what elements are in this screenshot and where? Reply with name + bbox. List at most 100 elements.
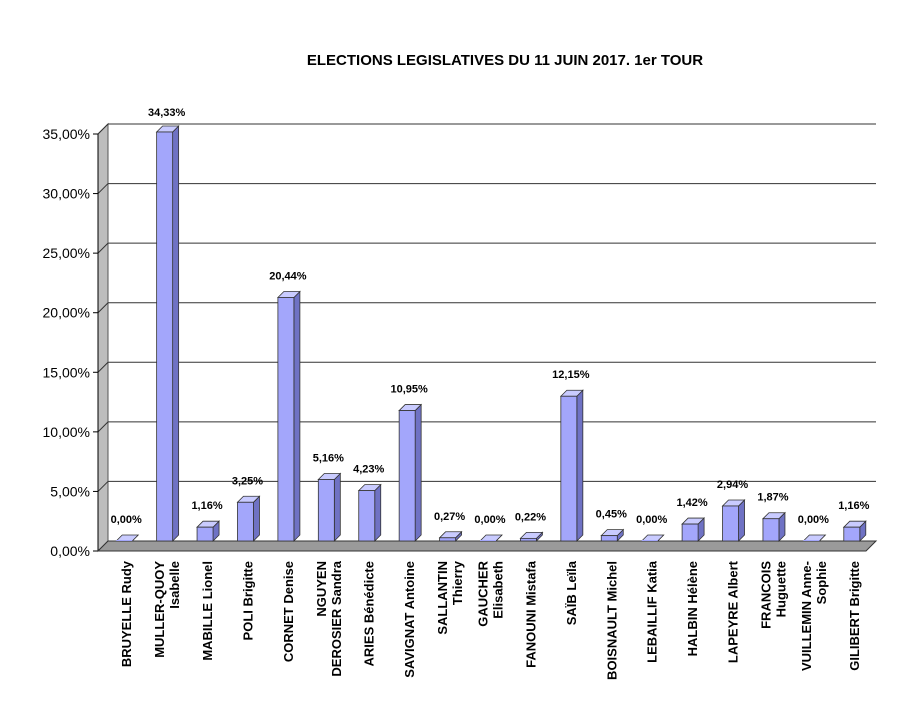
bar-side xyxy=(293,290,301,542)
x-tick-label-line: Elisabeth xyxy=(491,561,506,619)
x-tick-label-line: Thierry xyxy=(450,560,465,605)
data-label: 34,33% xyxy=(148,107,186,119)
y-tick-label: 35,00% xyxy=(43,126,90,142)
data-label: 4,23% xyxy=(353,464,384,476)
x-tick-label-line: FANOUNI Mistafa xyxy=(523,560,538,668)
bar xyxy=(398,410,416,542)
x-tick-label: LEBAILLIF Katia xyxy=(645,560,660,663)
bar xyxy=(520,537,537,542)
data-label: 20,44% xyxy=(269,270,307,282)
plot-back-wall xyxy=(108,124,876,541)
data-label: 0,45% xyxy=(596,509,627,521)
plot-floor xyxy=(96,540,878,552)
x-tick-label-line: Huguette xyxy=(773,561,788,617)
bar xyxy=(480,540,496,541)
x-tick-label-line: SAÏB Leïla xyxy=(564,560,579,625)
gridline-depth xyxy=(97,361,109,373)
x-tick-label-line: GAUCHER xyxy=(476,560,491,626)
bar xyxy=(722,505,739,542)
data-label: 1,42% xyxy=(677,497,708,509)
x-tick-label-line: BRUYELLE Rudy xyxy=(119,560,134,667)
y-tick-label: 25,00% xyxy=(43,245,90,261)
gridline-depth xyxy=(97,183,109,194)
bar xyxy=(600,535,618,542)
bar xyxy=(439,537,456,542)
bar-side xyxy=(172,125,180,542)
x-tick-label: LAPEYRE Albert xyxy=(726,560,741,663)
x-tick-label-line: LAPEYRE Albert xyxy=(726,560,741,663)
bar-side xyxy=(414,403,422,542)
x-tick-label-line: SALLANTIN xyxy=(435,561,450,635)
data-label: 0,27% xyxy=(434,511,465,523)
x-tick-label: VUILLEMIN Anne- Sophie xyxy=(799,561,829,671)
gridline-depth xyxy=(97,481,109,492)
x-tick-label-line: HALBIN Hélène xyxy=(685,561,700,656)
x-tick-label: SAVIGNAT Antoine xyxy=(402,561,417,678)
x-tick-label: MABILLE Lionel xyxy=(200,561,215,661)
bar-side xyxy=(738,499,745,542)
data-label: 3,25% xyxy=(232,475,263,487)
chart-title: ELECTIONS LEGISLATIVES DU 11 JUIN 2017. … xyxy=(306,52,704,69)
x-tick-label-line: MULLER-QUOY xyxy=(152,561,167,658)
x-tick-label: GAUCHER Elisabeth xyxy=(476,560,506,626)
x-tick-label-line: LEBAILLIF Katia xyxy=(645,560,660,663)
gridline-depth xyxy=(97,302,109,314)
x-tick-label: SALLANTIN Thierry xyxy=(435,560,465,634)
bar xyxy=(277,297,295,542)
gridline-depth xyxy=(97,123,109,135)
bar-side xyxy=(253,495,260,542)
x-tick-label-line: ARIES Bénédicte xyxy=(362,561,377,666)
bar xyxy=(317,479,335,542)
bar xyxy=(803,540,820,541)
y-tick-label: 10,00% xyxy=(43,424,90,440)
data-label: 1,87% xyxy=(757,492,788,504)
x-tick-label: FRANCOIS Huguette xyxy=(758,561,788,629)
x-tick-label-line: NGUYEN xyxy=(314,561,329,617)
x-tick-label-line: GILIBERT Brigitte xyxy=(847,561,862,671)
x-tick-label: FANOUNI Mistafa xyxy=(523,560,538,668)
data-label: 12,15% xyxy=(552,369,590,381)
x-tick-label-line: BOISNAULT Michel xyxy=(604,561,619,680)
bar xyxy=(237,501,254,542)
x-tick-label: POLI Brigitte xyxy=(240,561,255,640)
x-tick-label: BOISNAULT Michel xyxy=(604,561,619,680)
data-label: 0,00% xyxy=(474,514,505,526)
bar xyxy=(762,518,780,542)
y-tick-label: 30,00% xyxy=(43,186,90,202)
x-tick-label: BRUYELLE Rudy xyxy=(119,560,134,667)
x-tick-label: HALBIN Hélène xyxy=(685,561,700,656)
bar xyxy=(641,540,658,541)
x-tick-label: ARIES Bénédicte xyxy=(362,561,377,666)
x-tick-label-line: DEROSIER Sandra xyxy=(329,560,344,676)
data-label: 1,16% xyxy=(838,500,869,512)
x-tick-label-line: Sophie xyxy=(814,561,829,604)
gridline-depth xyxy=(97,421,109,433)
y-tick-label: 15,00% xyxy=(43,364,90,380)
bar-side xyxy=(576,389,584,542)
data-label: 1,16% xyxy=(191,500,222,512)
gridline-depth xyxy=(97,242,109,254)
x-tick-label-line: MABILLE Lionel xyxy=(200,561,215,661)
x-tick-label-line: FRANCOIS xyxy=(758,561,773,629)
x-tick-label-line: CORNET Denise xyxy=(281,561,296,662)
x-tick-label: GILIBERT Brigitte xyxy=(847,561,862,671)
data-label: 0,22% xyxy=(515,511,546,523)
bar-side xyxy=(333,472,341,542)
x-tick-label-line: POLI Brigitte xyxy=(240,561,255,640)
y-tick-label: 0,00% xyxy=(50,543,90,559)
data-label: 2,94% xyxy=(717,479,748,491)
bar xyxy=(843,526,861,542)
bar xyxy=(358,490,376,542)
data-label: 5,16% xyxy=(313,453,344,465)
x-tick-label-line: SAVIGNAT Antoine xyxy=(402,561,417,678)
bar xyxy=(196,526,214,542)
bar xyxy=(681,523,699,542)
x-tick-label: NGUYEN DEROSIER Sandra xyxy=(314,560,344,676)
y-tick-label: 20,00% xyxy=(43,305,90,321)
x-tick-label: SAÏB Leïla xyxy=(564,560,579,625)
x-tick-label: CORNET Denise xyxy=(281,561,296,662)
x-tick-label-line: Isabelle xyxy=(167,561,182,609)
bar xyxy=(560,395,578,542)
data-label: 0,00% xyxy=(636,514,667,526)
